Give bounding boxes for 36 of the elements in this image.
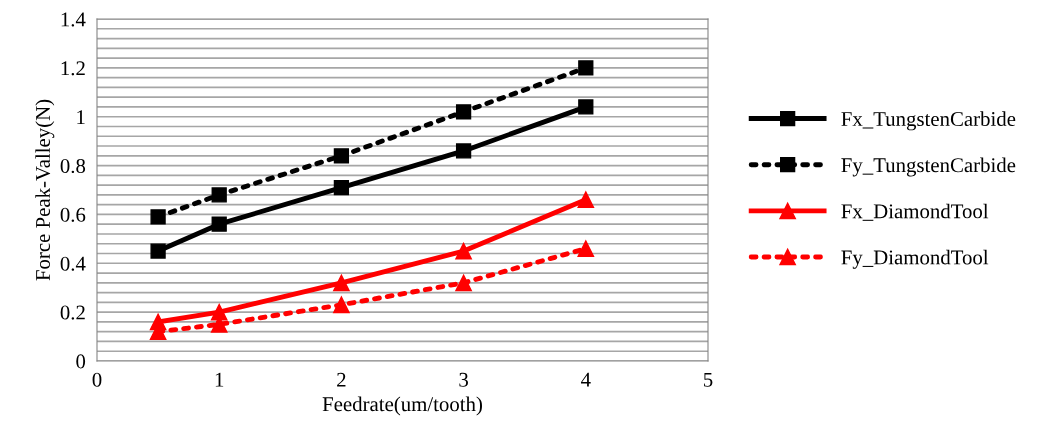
- point: [577, 240, 595, 257]
- y-tick-label: 1: [77, 110, 85, 124]
- point: [578, 99, 594, 115]
- point: [578, 60, 594, 76]
- y-tick-label: 1.4: [61, 12, 86, 27]
- point: [211, 216, 227, 232]
- point: [211, 187, 227, 203]
- y-tick-label: 0.4: [60, 256, 86, 271]
- y-tick-label: 0: [76, 354, 86, 369]
- point: [455, 143, 472, 159]
- y-tick-label: 0.6: [60, 207, 86, 222]
- y-tick-label: 0.8: [60, 158, 86, 174]
- legend-label: Fy_DiamondTool: [841, 249, 989, 269]
- legend-label: Fx_DiamondTool: [841, 203, 989, 221]
- legend-label: Fx_TungstenCarbide: [841, 111, 1016, 131]
- point: [333, 148, 350, 164]
- y-tick-label: 0.2: [60, 305, 85, 320]
- x-tick-label: 3: [459, 372, 468, 387]
- point: [333, 274, 350, 292]
- point: [150, 209, 166, 225]
- point: [577, 191, 595, 209]
- point: [150, 243, 166, 259]
- point: [455, 274, 472, 292]
- legend-label: Fy_TungstenCarbide: [841, 157, 1016, 177]
- point: [333, 179, 350, 196]
- y-tick-label: 1.2: [61, 61, 85, 76]
- x-tick-label: 2: [337, 372, 346, 387]
- point: [333, 296, 350, 314]
- point: [455, 242, 472, 260]
- y-axis-title: Force Peak-Valley(N): [35, 99, 55, 281]
- point: [455, 104, 472, 120]
- x-axis-title: Feedrate(um/tooth): [322, 396, 482, 416]
- x-tick-label: 0: [92, 372, 102, 387]
- x-tick-label: 1: [215, 372, 224, 387]
- x-tick-label: 4: [581, 372, 591, 387]
- x-tick-label: 5: [704, 372, 713, 387]
